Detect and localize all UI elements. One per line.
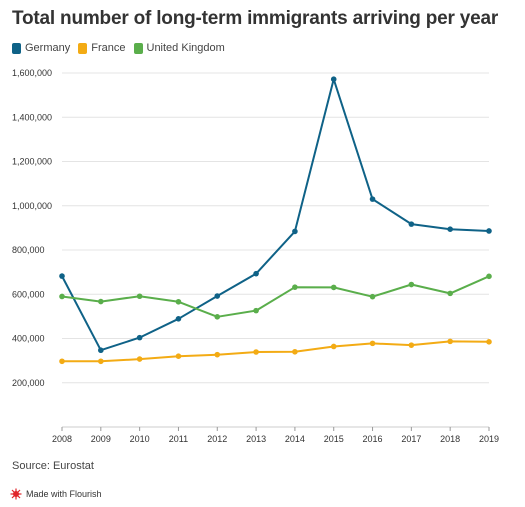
data-point-france bbox=[175, 353, 182, 360]
data-point-france bbox=[447, 338, 453, 345]
chart-title: Total number of long-term immigrants arr… bbox=[12, 8, 499, 29]
data-point-germany bbox=[330, 76, 337, 82]
data-point-france bbox=[214, 351, 221, 358]
x-tick-label: 2016 bbox=[363, 434, 383, 444]
x-tick-label: 2014 bbox=[285, 434, 305, 444]
data-point-france bbox=[369, 340, 376, 347]
data-point-germany bbox=[447, 226, 453, 233]
data-point-united-kingdom bbox=[175, 298, 182, 305]
data-point-france bbox=[253, 349, 259, 355]
data-point-united-kingdom bbox=[253, 307, 259, 314]
x-tick-label: 2019 bbox=[479, 434, 499, 444]
legend-label-germany: Germany bbox=[25, 42, 71, 54]
data-point-france bbox=[59, 358, 65, 365]
data-point-united-kingdom bbox=[136, 293, 143, 300]
data-point-united-kingdom bbox=[447, 290, 453, 297]
data-point-germany bbox=[214, 293, 221, 299]
y-tick-label: 800,000 bbox=[12, 245, 45, 255]
flourish-logo-icon bbox=[10, 488, 22, 500]
data-point-united-kingdom bbox=[98, 298, 104, 305]
x-tick-label: 2015 bbox=[324, 434, 344, 444]
data-point-united-kingdom bbox=[59, 293, 65, 300]
data-point-germany bbox=[369, 196, 376, 202]
y-tick-label: 200,000 bbox=[12, 378, 45, 388]
x-tick-label: 2018 bbox=[440, 434, 460, 444]
line-chart: 200,000 400,000 600,000 800,000 1,000,000 1,2… bbox=[12, 68, 499, 444]
legend-label-united-kingdom: United Kingdom bbox=[146, 42, 225, 54]
series-line-germany bbox=[61, 78, 490, 352]
legend-item-france[interactable]: France bbox=[78, 42, 126, 54]
y-tick-label: 1,400,000 bbox=[12, 112, 52, 122]
data-point-germany bbox=[136, 334, 143, 341]
data-point-germany bbox=[486, 228, 492, 234]
series-line-france bbox=[62, 340, 490, 363]
legend-item-united-kingdom[interactable]: United Kingdom bbox=[133, 42, 225, 54]
data-point-france bbox=[486, 339, 492, 345]
x-tick-label: 2009 bbox=[91, 434, 111, 444]
flourish-label: Made with Flourish bbox=[26, 489, 102, 499]
series-line-united-kingdom bbox=[61, 275, 490, 318]
data-point-germany bbox=[59, 273, 65, 279]
data-point-united-kingdom bbox=[486, 273, 492, 280]
data-point-france bbox=[408, 342, 415, 348]
y-tick-label: 1,000,000 bbox=[12, 201, 52, 211]
data-point-united-kingdom bbox=[369, 293, 376, 300]
data-point-france bbox=[330, 343, 337, 350]
data-point-united-kingdom bbox=[330, 284, 337, 291]
data-point-germany bbox=[175, 316, 182, 322]
data-point-germany bbox=[98, 347, 104, 354]
data-point-germany bbox=[292, 228, 298, 235]
x-tick-label: 2008 bbox=[52, 434, 72, 444]
x-tick-label: 2011 bbox=[169, 434, 188, 444]
x-tick-label: 2017 bbox=[401, 434, 421, 444]
legend: Germany France United Kingdom bbox=[12, 42, 225, 54]
flourish-credit[interactable]: Made with Flourish bbox=[10, 488, 102, 500]
data-point-france bbox=[98, 358, 104, 365]
y-tick-label: 400,000 bbox=[12, 334, 45, 344]
x-tick-label: 2010 bbox=[130, 434, 150, 444]
data-point-france bbox=[292, 348, 298, 355]
x-tick-label: 2013 bbox=[246, 434, 266, 444]
source-note: Source: Eurostat bbox=[12, 460, 94, 472]
legend-swatch-united-kingdom bbox=[133, 42, 143, 54]
legend-swatch-france bbox=[78, 42, 88, 54]
data-point-germany bbox=[408, 221, 415, 227]
legend-item-germany[interactable]: Germany bbox=[12, 42, 70, 54]
legend-swatch-germany bbox=[12, 42, 21, 54]
y-tick-label: 1,600,000 bbox=[12, 68, 52, 78]
data-point-france bbox=[136, 356, 143, 362]
data-point-united-kingdom bbox=[292, 284, 298, 290]
legend-label-france: France bbox=[91, 42, 126, 54]
y-tick-label: 600,000 bbox=[12, 289, 45, 299]
data-point-united-kingdom bbox=[214, 314, 221, 320]
y-tick-label: 1,200,000 bbox=[12, 157, 52, 167]
x-tick-label: 2012 bbox=[207, 434, 227, 444]
data-point-united-kingdom bbox=[408, 281, 415, 288]
data-point-germany bbox=[253, 270, 259, 277]
